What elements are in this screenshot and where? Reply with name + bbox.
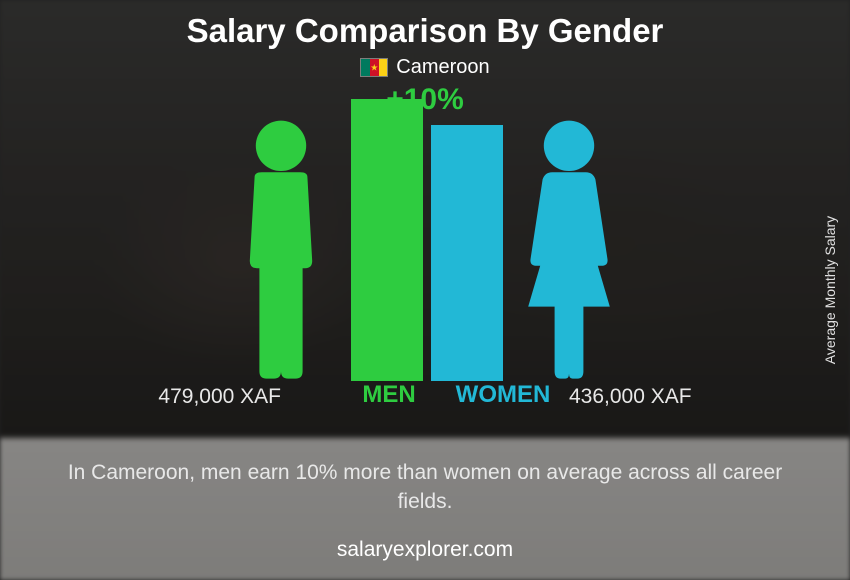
bar-men (351, 99, 423, 381)
label-women: WOMEN (443, 381, 563, 409)
side-axis-label: Average Monthly Salary (822, 216, 838, 364)
flag-star-icon: ★ (370, 63, 378, 72)
comparison-chart: +10% MEN WOMEN 479,000 XAF 436,000 XAF (115, 87, 735, 407)
flag-stripe-yellow (379, 59, 388, 76)
caption-text: In Cameroon, men earn 10% more than wome… (0, 459, 850, 516)
side-axis-label-wrap: Average Monthly Salary (820, 0, 840, 580)
flag-stripe-green (361, 59, 370, 76)
content-root: Salary Comparison By Gender ★ Cameroon +… (0, 0, 850, 580)
salary-men: 479,000 XAF (101, 385, 281, 409)
country-name: Cameroon (396, 56, 489, 79)
female-figure-icon (509, 117, 629, 381)
site-credit: salaryexplorer.com (0, 538, 850, 562)
cameroon-flag-icon: ★ (360, 58, 388, 77)
page-title: Salary Comparison By Gender (187, 12, 664, 50)
salary-women: 436,000 XAF (569, 385, 749, 409)
male-figure-icon (221, 117, 341, 381)
label-men: MEN (329, 381, 449, 409)
country-row: ★ Cameroon (360, 56, 489, 79)
bar-women (431, 125, 503, 381)
